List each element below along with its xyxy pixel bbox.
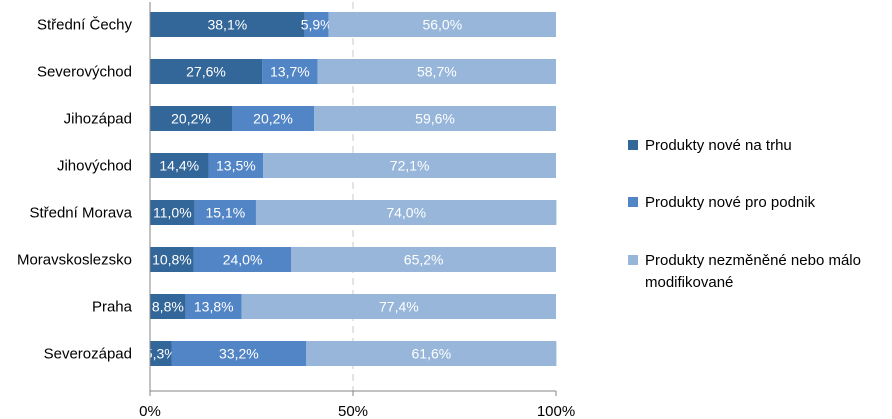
data-label: 77,4% — [379, 299, 419, 315]
category-label: Střední Morava — [29, 205, 132, 222]
bar-segment — [255, 200, 557, 225]
bars: 38,1% 5,9% 56,0% 27,6% 13,7% 58,7% 20,2% 20,2% 5… — [145, 12, 557, 366]
bar-segment — [194, 200, 256, 225]
data-label: 5,3% — [145, 346, 177, 362]
data-label: 24,0% — [223, 252, 263, 268]
category-label: Severovýchod — [37, 64, 132, 81]
data-label: 20,2% — [253, 111, 293, 127]
bar-segment — [306, 341, 557, 366]
x-tick-label: 0% — [139, 403, 161, 419]
data-label: 65,2% — [404, 252, 444, 268]
bar-segment — [150, 12, 305, 37]
bar-segment — [150, 341, 172, 366]
bar-segment — [304, 12, 329, 37]
bar-segment — [328, 12, 556, 37]
legend-label: Produkty nové pro podnik — [645, 194, 816, 211]
data-label: 8,8% — [152, 299, 184, 315]
data-label: 27,6% — [186, 64, 226, 80]
data-label: 13,7% — [270, 64, 310, 80]
legend-label: Produkty nezměněné nebo málo — [645, 252, 861, 269]
x-tick-label: 100% — [537, 403, 575, 419]
x-axis: 0% 50% 100% — [139, 2, 575, 419]
data-label: 13,8% — [194, 299, 234, 315]
data-label: 61,6% — [412, 346, 452, 362]
legend: Produkty nové na trhu Produkty nové pro p… — [628, 137, 861, 291]
data-label: 38,1% — [207, 17, 247, 33]
category-label: Střední Čechy — [37, 17, 133, 34]
data-label: 11,0% — [153, 205, 192, 221]
data-label: 13,5% — [216, 158, 256, 174]
data-label: 56,0% — [422, 17, 462, 33]
category-label: Jihovýchod — [57, 158, 132, 175]
category-label: Praha — [92, 299, 133, 316]
legend-swatch — [628, 255, 638, 265]
data-label: 58,7% — [417, 64, 457, 80]
data-label: 10,8% — [152, 252, 192, 268]
category-labels: Střední Čechy Severovýchod Jihozápad Jihový… — [17, 17, 133, 363]
bar-segment — [262, 59, 318, 84]
bar-segment — [150, 153, 209, 178]
bar-segment — [150, 247, 194, 272]
data-label: 33,2% — [219, 346, 259, 362]
bar-segment — [317, 59, 556, 84]
category-label: Jihozápad — [64, 111, 132, 128]
legend-label: Produkty nové na trhu — [645, 137, 792, 154]
data-label: 14,4% — [159, 158, 199, 174]
data-label: 72,1% — [390, 158, 430, 174]
bar-segment — [314, 106, 556, 131]
legend-swatch — [628, 140, 638, 150]
bar-segment — [150, 106, 233, 131]
x-tick-label: 50% — [338, 403, 368, 419]
data-label: 59,6% — [415, 111, 455, 127]
bar-segment — [241, 294, 557, 319]
legend-swatch — [628, 197, 638, 207]
bar-segment — [150, 200, 195, 225]
legend-label: modifikované — [645, 274, 733, 291]
data-label: 74,0% — [386, 205, 426, 221]
bar-segment — [232, 106, 315, 131]
bar-segment — [291, 247, 556, 272]
data-label: 20,2% — [171, 111, 211, 127]
bar-segment — [193, 247, 292, 272]
bar-segment — [150, 294, 186, 319]
data-label: 15,1% — [205, 205, 245, 221]
bar-segment — [150, 59, 263, 84]
data-label: 5,9% — [301, 17, 333, 33]
bar-segment — [263, 153, 556, 178]
bar-segment — [208, 153, 264, 178]
category-label: Moravskoslezsko — [17, 252, 132, 269]
category-label: Severozápad — [44, 346, 132, 363]
bar-segment — [171, 341, 307, 366]
bar-segment — [185, 294, 242, 319]
